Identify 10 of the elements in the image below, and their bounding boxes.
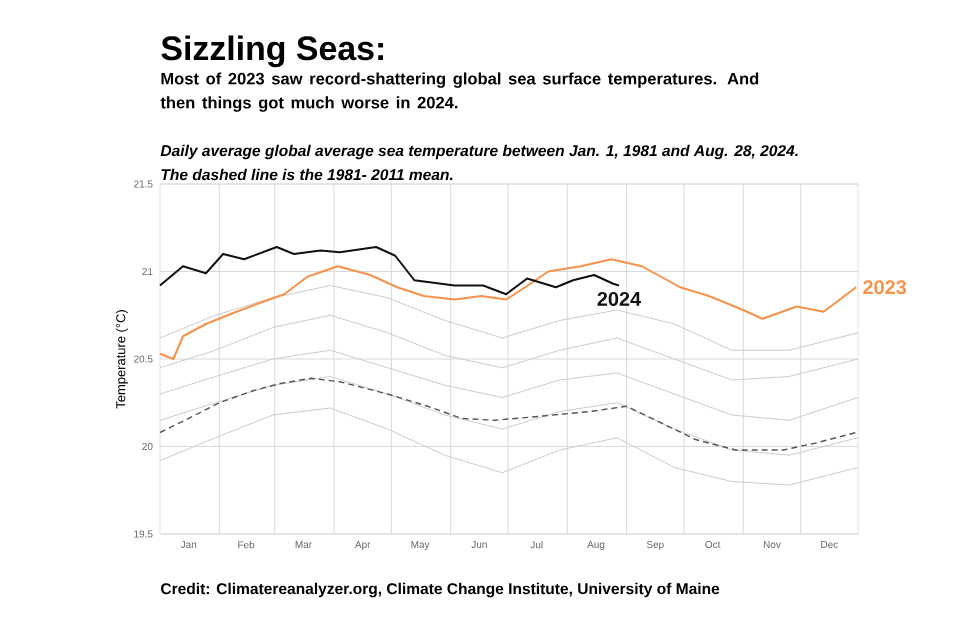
line-series: [159, 407, 859, 486]
line-series: [159, 246, 620, 296]
line-series: [159, 349, 859, 421]
chart-subtitle: Most of 2023 saw record-shattering global sea surface temperatures. And then things got much worse in 2024.: [160, 72, 759, 112]
series-label: 2024: [597, 291, 642, 306]
series-label: 2023: [863, 280, 907, 295]
line-series: [159, 258, 858, 360]
chart-title: Sizzling Seas:: [161, 35, 384, 68]
line-series: [159, 285, 859, 351]
line-series: [159, 314, 859, 381]
